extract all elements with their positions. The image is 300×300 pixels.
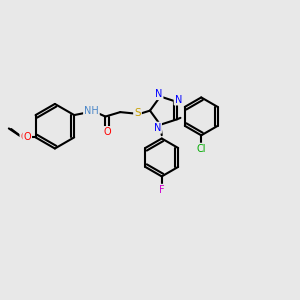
Text: O: O (20, 132, 28, 142)
Text: S: S (134, 108, 141, 118)
Text: F: F (159, 185, 165, 195)
Text: Cl: Cl (196, 144, 206, 154)
Text: O: O (103, 127, 111, 137)
Text: N: N (154, 123, 161, 133)
Text: N: N (155, 89, 163, 99)
Text: O: O (23, 132, 31, 142)
Text: NH: NH (84, 106, 99, 116)
Text: N: N (175, 94, 182, 104)
